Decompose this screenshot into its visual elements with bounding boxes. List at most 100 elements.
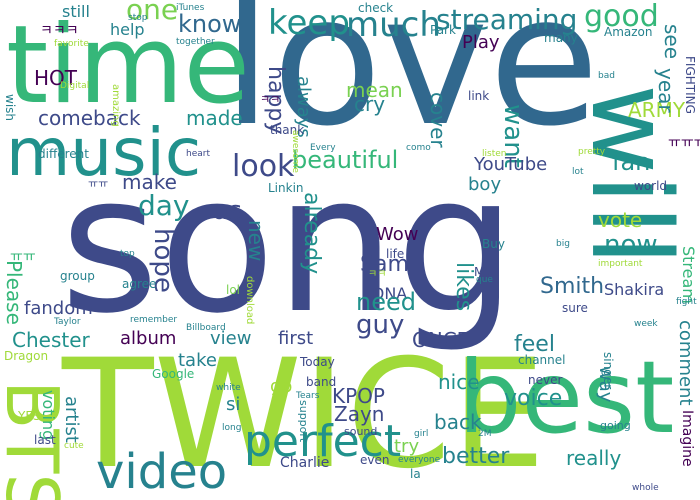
- word-army: ARMY: [628, 98, 686, 122]
- word-dna: DNA: [372, 284, 408, 303]
- word-wow: Wow: [376, 224, 419, 245]
- word-hot: HOT: [34, 66, 77, 90]
- word-remember: remember: [130, 315, 178, 325]
- word-group: group: [60, 269, 95, 283]
- word-boy: boy: [468, 174, 502, 195]
- word-life: life: [386, 247, 405, 261]
- word-digital: Digital: [60, 81, 90, 91]
- word-world: world: [634, 179, 668, 193]
- word-youtube: YouTube: [474, 154, 548, 175]
- word-tears: Tears: [296, 391, 320, 401]
- word-still: still: [62, 2, 90, 21]
- word-sam: Sam: [360, 252, 409, 277]
- word-day: day: [138, 189, 190, 222]
- word-charlie: Charlie: [280, 455, 330, 471]
- word-fan: fan: [612, 148, 651, 176]
- word-feel: feel: [514, 332, 555, 357]
- word-korean-4: ㅠㅠ: [10, 249, 36, 265]
- word-important: important: [598, 259, 643, 269]
- word-first: first: [278, 328, 314, 349]
- word-video: video: [96, 444, 228, 500]
- word-take: take: [178, 350, 217, 371]
- word-everyone: everyone: [398, 455, 441, 465]
- word-will: will: [567, 84, 695, 266]
- word-cover: cover: [426, 92, 450, 148]
- word-many: many: [544, 31, 578, 45]
- word-korean-3: ㅋㅋ: [260, 93, 281, 106]
- word-hope: hope: [148, 228, 178, 293]
- word-heart: heart: [186, 149, 210, 159]
- word-even: even: [360, 453, 390, 467]
- word-korean-6: ㅠㅠ: [88, 177, 109, 190]
- word-made: made: [186, 106, 243, 130]
- word-way: way: [595, 366, 616, 403]
- word-park: Park: [430, 23, 456, 37]
- word-mv: MV: [474, 265, 493, 279]
- word-fight: fight: [676, 297, 697, 307]
- word-year: year: [654, 68, 678, 113]
- word-cry: cry: [354, 92, 386, 116]
- word-imagine: Imagine: [679, 410, 695, 467]
- word-download: download: [244, 276, 255, 325]
- word-bts: BTS: [0, 380, 74, 500]
- word-really: really: [566, 446, 622, 470]
- word-thank: thank: [270, 123, 305, 137]
- word-voting: voting: [39, 390, 58, 441]
- word-view: view: [210, 328, 252, 349]
- word-band: band: [306, 375, 337, 389]
- word-best: best: [458, 339, 675, 456]
- word-time: time: [6, 3, 251, 128]
- word-never: never: [528, 373, 563, 387]
- word-perfect: perfect: [244, 416, 402, 467]
- word-comeback: comeback: [38, 106, 141, 130]
- word-awesome: awesome: [290, 130, 300, 173]
- word-shakira: Shakira: [604, 280, 665, 299]
- word-different: different: [38, 147, 89, 161]
- word-la: la: [410, 467, 421, 481]
- word-always: always: [293, 76, 314, 138]
- word-sound: sound: [344, 425, 378, 438]
- word-happy: happy: [263, 66, 288, 135]
- word-long: long: [222, 423, 242, 433]
- word-buy: Buy: [482, 237, 505, 251]
- word-smith: Smith: [540, 274, 605, 299]
- word-nice: nice: [438, 370, 480, 394]
- word-link: link: [468, 89, 490, 103]
- word-beautiful: beautiful: [292, 146, 399, 174]
- word-amazon: Amazon: [604, 25, 653, 39]
- word-see: see: [660, 24, 684, 60]
- word-sure: sure: [562, 301, 588, 315]
- word-stop: stop: [128, 13, 148, 23]
- word-amazing: amazing: [110, 84, 121, 127]
- word-make: make: [122, 170, 177, 194]
- word-every: Every: [310, 143, 336, 153]
- word-us: us: [212, 196, 243, 226]
- word-itunes: iTunes: [176, 3, 205, 13]
- word-billboard: Billboard: [186, 323, 226, 333]
- word-si: si: [226, 394, 241, 415]
- word-help: help: [110, 20, 145, 39]
- word-keep: keep: [268, 3, 350, 43]
- word-channel: channel: [518, 353, 566, 367]
- word-korean-2: ㅠㅠㅠ: [668, 135, 700, 151]
- word-much: much: [346, 5, 441, 45]
- word-want: want: [498, 104, 528, 168]
- word-week: week: [634, 319, 658, 329]
- word-cute: cute: [64, 441, 84, 451]
- word-bad: bad: [598, 71, 615, 81]
- word-please: Please: [2, 260, 26, 325]
- word-need: need: [356, 288, 416, 316]
- word-guy: guy: [356, 310, 405, 340]
- word-whole: whole: [632, 483, 659, 493]
- word-one: one: [126, 0, 179, 26]
- word-go: go: [270, 376, 293, 397]
- word-dragon: Dragon: [4, 349, 49, 363]
- word-yes: YES: [18, 409, 41, 423]
- word-together: together: [176, 37, 215, 47]
- word-korean-5: ㅋㅋ: [368, 269, 387, 280]
- word-good: good: [584, 0, 659, 34]
- word-today: Today: [300, 355, 335, 369]
- word-fighting: FIGHTING: [683, 56, 697, 114]
- word-vote: vote: [598, 208, 643, 232]
